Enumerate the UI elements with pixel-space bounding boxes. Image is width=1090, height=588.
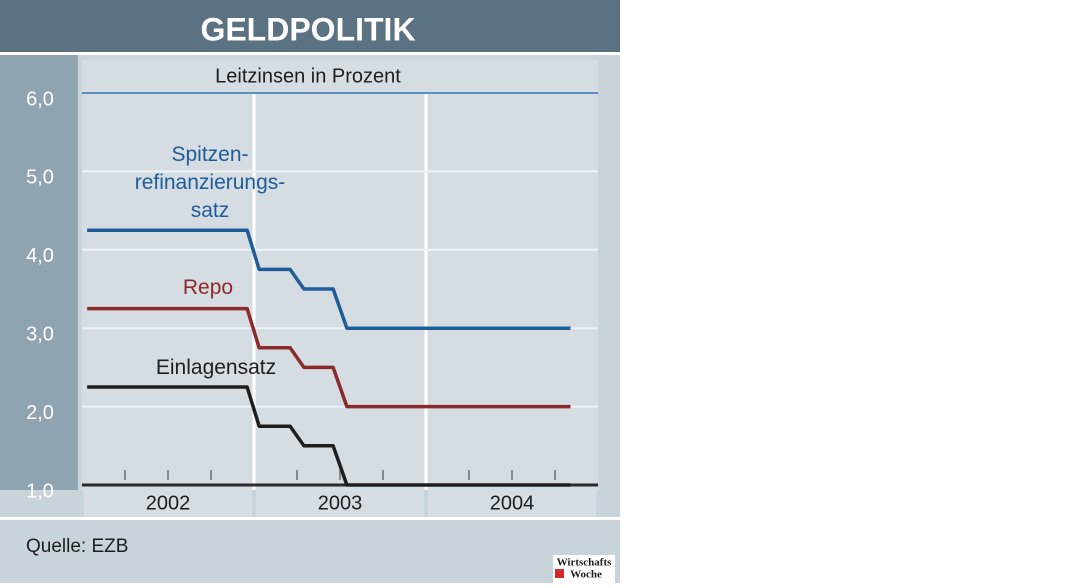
x-tick-label: 2004: [490, 492, 535, 514]
y-tick-label: 2,0: [26, 402, 54, 424]
logo-text: Woche: [570, 569, 602, 581]
logo-square: [555, 569, 564, 578]
year-band: [428, 490, 596, 517]
legend-label: Spitzen-refinanzierungs-satz: [135, 143, 286, 222]
y-tick-label: 1,0: [26, 480, 54, 502]
y-tick-label: 6,0: [26, 88, 54, 110]
series-line: [87, 385, 571, 487]
y-axis-strip: [0, 55, 78, 490]
chart-subtitle: Leitzinsen in Prozent: [215, 65, 401, 87]
legend-label: Einlagensatz: [156, 356, 276, 379]
source: Quelle: EZB: [26, 536, 128, 557]
legend-label: Repo: [183, 276, 233, 299]
y-tick-label: 3,0: [26, 323, 54, 345]
y-tick-label: 4,0: [26, 245, 54, 267]
y-tick-label: 5,0: [26, 167, 54, 189]
plot-area: [82, 60, 598, 490]
title-bar: [0, 0, 620, 52]
year-band: [84, 490, 252, 517]
year-band: [256, 490, 424, 517]
x-tick-label: 2002: [146, 492, 191, 514]
logo-text: Wirtschafts: [557, 557, 613, 569]
series-line: [87, 228, 571, 330]
series-line: [87, 306, 571, 409]
footer: [0, 520, 620, 583]
chart-title: GELDPOLITIK: [200, 11, 415, 47]
x-tick-label: 2003: [318, 492, 363, 514]
